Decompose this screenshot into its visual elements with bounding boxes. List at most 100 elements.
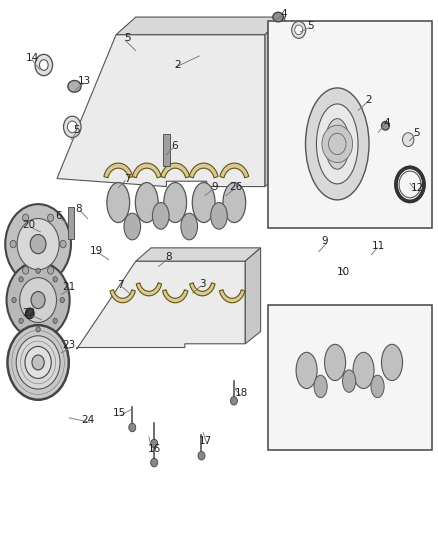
Text: 4: 4 — [383, 118, 390, 127]
Ellipse shape — [371, 375, 384, 398]
Ellipse shape — [107, 182, 130, 223]
Circle shape — [47, 266, 53, 274]
Circle shape — [16, 336, 60, 389]
Circle shape — [17, 219, 59, 270]
Text: 10: 10 — [337, 268, 350, 277]
Ellipse shape — [325, 344, 346, 381]
Ellipse shape — [296, 352, 317, 389]
Ellipse shape — [152, 203, 169, 229]
Circle shape — [12, 297, 16, 303]
Circle shape — [295, 25, 303, 35]
Circle shape — [7, 262, 70, 338]
Ellipse shape — [192, 182, 215, 223]
Circle shape — [36, 327, 40, 332]
Text: 5: 5 — [413, 128, 420, 138]
Circle shape — [129, 423, 136, 432]
Text: 26: 26 — [229, 182, 242, 192]
Polygon shape — [104, 163, 133, 178]
Bar — [268, 21, 432, 228]
Ellipse shape — [353, 352, 374, 389]
Bar — [68, 207, 74, 239]
Circle shape — [198, 451, 205, 460]
Text: 5: 5 — [307, 21, 314, 30]
Circle shape — [64, 116, 81, 138]
Circle shape — [20, 278, 57, 322]
Ellipse shape — [381, 344, 403, 381]
Circle shape — [322, 125, 353, 163]
Text: 15: 15 — [113, 408, 126, 418]
Bar — [268, 305, 432, 450]
Text: 9: 9 — [321, 236, 328, 246]
Ellipse shape — [381, 122, 389, 130]
Circle shape — [151, 439, 158, 448]
Circle shape — [60, 297, 64, 303]
Text: 12: 12 — [410, 183, 424, 192]
Polygon shape — [219, 290, 245, 303]
Circle shape — [19, 318, 23, 324]
Text: 8: 8 — [75, 204, 82, 214]
Text: 3: 3 — [199, 279, 206, 289]
Circle shape — [31, 292, 45, 309]
Text: 6: 6 — [55, 211, 62, 221]
Text: 2: 2 — [174, 60, 181, 70]
Circle shape — [19, 277, 23, 282]
Text: 18: 18 — [235, 388, 248, 398]
Circle shape — [53, 318, 57, 324]
Circle shape — [292, 21, 306, 38]
Circle shape — [151, 458, 158, 467]
Text: 6: 6 — [171, 141, 178, 151]
Text: 7: 7 — [124, 174, 131, 183]
Polygon shape — [245, 248, 261, 344]
Text: 5: 5 — [124, 34, 131, 43]
Ellipse shape — [273, 12, 283, 22]
Circle shape — [5, 204, 71, 284]
Text: 21: 21 — [63, 282, 76, 292]
Text: 8: 8 — [165, 253, 172, 262]
Circle shape — [328, 133, 346, 155]
Polygon shape — [77, 261, 245, 349]
Circle shape — [23, 214, 29, 222]
Ellipse shape — [343, 370, 356, 392]
Ellipse shape — [164, 182, 187, 223]
Polygon shape — [189, 163, 218, 178]
Text: 7: 7 — [117, 280, 124, 290]
Ellipse shape — [135, 182, 158, 223]
Circle shape — [230, 397, 237, 405]
Polygon shape — [161, 163, 190, 178]
Circle shape — [35, 54, 53, 76]
Text: 14: 14 — [25, 53, 39, 62]
Text: 11: 11 — [372, 241, 385, 251]
Polygon shape — [136, 283, 162, 296]
Circle shape — [403, 133, 414, 147]
Polygon shape — [132, 163, 161, 178]
Polygon shape — [220, 163, 249, 178]
Polygon shape — [116, 17, 285, 35]
Ellipse shape — [211, 203, 227, 229]
Ellipse shape — [223, 182, 246, 223]
Text: 16: 16 — [148, 445, 161, 454]
Polygon shape — [110, 290, 135, 303]
Ellipse shape — [314, 375, 327, 398]
Ellipse shape — [325, 119, 350, 169]
Polygon shape — [265, 17, 285, 187]
Text: 13: 13 — [78, 76, 91, 86]
Text: 22: 22 — [22, 308, 35, 318]
Polygon shape — [162, 290, 188, 303]
Circle shape — [47, 214, 54, 222]
Circle shape — [53, 277, 57, 282]
Circle shape — [30, 235, 46, 254]
Circle shape — [60, 240, 66, 248]
Text: 17: 17 — [198, 437, 212, 446]
Ellipse shape — [181, 213, 198, 240]
Text: 23: 23 — [63, 341, 76, 350]
Text: 4: 4 — [280, 9, 287, 19]
Polygon shape — [57, 35, 265, 187]
Bar — [163, 134, 170, 166]
Circle shape — [25, 346, 51, 378]
Text: 9: 9 — [211, 182, 218, 192]
Text: 24: 24 — [81, 415, 94, 425]
Ellipse shape — [68, 80, 81, 92]
Text: 19: 19 — [90, 246, 103, 255]
Circle shape — [25, 308, 34, 319]
Circle shape — [7, 325, 69, 400]
